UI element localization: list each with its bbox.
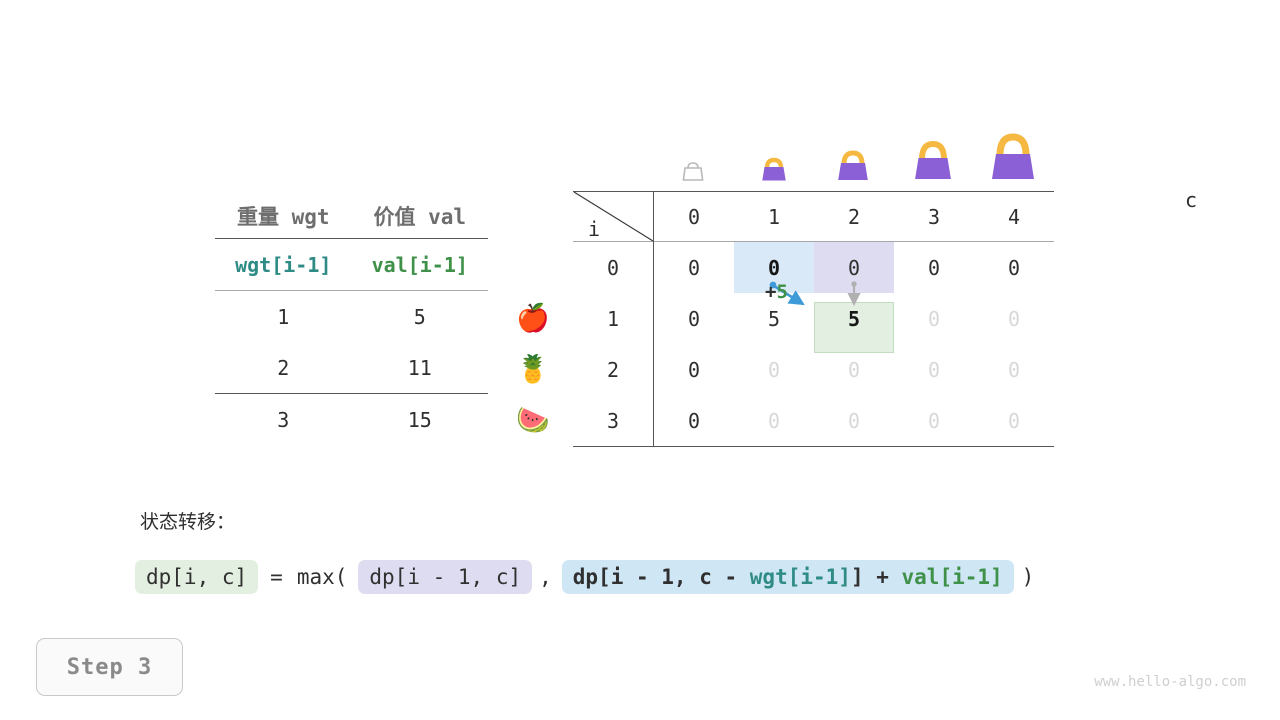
corner-label-c: c	[1185, 188, 1198, 212]
highlight-current-cell	[814, 302, 894, 353]
dp-table: c i 0 1 2 3 4 0 1 2 3 0 0 0 0 0 0 5 5 0 …	[573, 188, 1197, 447]
formula-arg2-wgt: wgt[i-1]	[749, 565, 851, 589]
plus-value: 5	[776, 281, 788, 303]
bag-icon-capacity-0	[682, 162, 704, 181]
dp-top-rule	[573, 191, 1054, 192]
items-row-1-val: 5	[413, 304, 426, 329]
dp-col-header-3: 3	[927, 204, 941, 229]
items-symbol-val: val[i-1]	[351, 238, 488, 291]
dp-cell-0-2: 0	[847, 255, 861, 280]
diagonal-transition-arrow-icon	[769, 281, 805, 306]
dp-cell-3-0: 0	[687, 408, 701, 433]
dp-cell-1-0: 0	[687, 306, 701, 331]
dp-cell-1-1: 5	[767, 306, 781, 331]
items-row-3-wgt: 3	[215, 393, 352, 445]
dp-cell-0-0: 0	[687, 255, 701, 280]
formula-max-open: max(	[296, 565, 348, 589]
dp-cell-3-2: 0	[847, 408, 861, 433]
dp-row-header-1: 1	[606, 306, 620, 331]
dp-col-header-4: 4	[1007, 204, 1021, 229]
apple-emoji: 🍎	[516, 303, 550, 334]
bag-icon-capacity-4	[992, 133, 1034, 179]
formula-lhs: dp[i, c]	[135, 560, 259, 594]
dp-header-rule	[573, 241, 1054, 242]
plus-value-annotation: +5	[765, 281, 788, 303]
items-header-wgt: 重量 wgt	[215, 193, 352, 239]
state-transition-label: 状态转移：	[140, 511, 236, 533]
dp-cell-0-3: 0	[927, 255, 941, 280]
items-header-row: 重量 wgt 价值 val	[215, 193, 488, 239]
dp-bottom-rule	[573, 446, 1054, 447]
formula-arg2-prefix: dp[i - 1, c -	[572, 565, 750, 589]
dp-col-header-1: 1	[767, 204, 781, 229]
items-row-1: 1 5	[215, 291, 488, 343]
items-header-val: 价值 val	[351, 193, 488, 239]
pineapple-emoji: 🍍	[516, 354, 550, 385]
items-symbol-wgt: wgt[i-1]	[215, 238, 352, 291]
items-symbol-row: wgt[i-1] val[i-1]	[215, 238, 488, 291]
state-transition-formula: dp[i, c] = max( dp[i - 1, c] , dp[i - 1,…	[135, 560, 1041, 594]
dp-col-header-2: 2	[847, 204, 861, 229]
formula-equals: =	[270, 565, 283, 589]
items-row-2-val: 11	[407, 355, 432, 380]
wgt-symbol-text: wgt[i-1]	[235, 252, 332, 277]
items-row-1-wgt: 1	[277, 304, 290, 329]
vertical-transition-arrow-icon	[847, 281, 861, 307]
items-row-3-val: 15	[351, 393, 488, 445]
dp-cell-3-4: 0	[1007, 408, 1021, 433]
dp-cell-3-3: 0	[927, 408, 941, 433]
dp-cell-2-3: 0	[927, 357, 941, 382]
formula-arg2-val: val[i-1]	[901, 565, 1003, 589]
bag-icon-capacity-1	[762, 157, 786, 181]
dp-cell-3-1: 0	[767, 408, 781, 433]
corner-diagonal-icon	[573, 191, 654, 242]
dp-cell-1-3: 0	[927, 306, 941, 331]
dp-cell-0-4: 0	[1007, 255, 1021, 280]
dp-row-header-2: 2	[606, 357, 620, 382]
dp-cell-1-2: 5	[847, 306, 861, 331]
dp-cell-2-0: 0	[687, 357, 701, 382]
step-badge: Step 3	[36, 638, 183, 696]
watermark: www.hello-algo.com	[1094, 674, 1246, 690]
formula-arg2-mid: ] +	[850, 565, 902, 589]
corner-label-i: i	[588, 217, 601, 241]
val-symbol-text: val[i-1]	[371, 252, 468, 277]
bag-icon-capacity-3	[915, 140, 951, 179]
dp-cell-0-1: 0	[767, 255, 781, 280]
items-row-2: 2 11	[215, 342, 488, 394]
items-row-3: 3 15	[215, 393, 488, 445]
formula-comma: ,	[539, 565, 552, 589]
dp-cell-2-1: 0	[767, 357, 781, 382]
fruit-column: 🍎 🍍 🍉	[505, 293, 561, 446]
items-table: 重量 wgt 价值 val wgt[i-1] val[i-1] 1 5	[215, 193, 488, 445]
dp-vertical-rule	[653, 191, 654, 446]
dp-row-header-3: 3	[606, 408, 620, 433]
items-row-2-wgt: 2	[277, 355, 290, 380]
formula-arg1: dp[i - 1, c]	[358, 560, 533, 594]
dp-cell-2-2: 0	[847, 357, 861, 382]
bag-icon-capacity-2	[838, 150, 868, 180]
formula-close-paren: )	[1021, 565, 1035, 589]
dp-col-header-0: 0	[687, 204, 701, 229]
dp-row-header-0: 0	[606, 255, 620, 280]
dp-cell-2-4: 0	[1007, 357, 1021, 382]
formula-arg2: dp[i - 1, c - wgt[i-1]] + val[i-1]	[561, 560, 1014, 594]
plus-sign: +	[765, 281, 777, 303]
watermelon-emoji: 🍉	[516, 405, 550, 436]
dp-cell-1-4: 0	[1007, 306, 1021, 331]
